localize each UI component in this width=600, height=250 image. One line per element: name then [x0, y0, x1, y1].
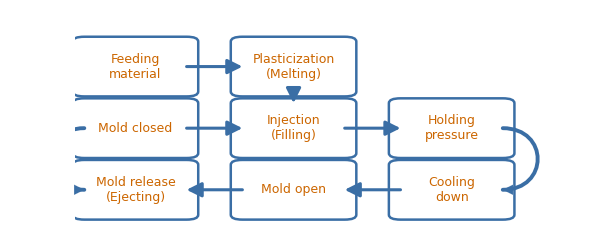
Text: Feeding
material: Feeding material — [109, 52, 161, 80]
FancyBboxPatch shape — [389, 98, 514, 158]
FancyBboxPatch shape — [73, 98, 198, 158]
Text: Mold open: Mold open — [261, 183, 326, 196]
Text: Cooling
down: Cooling down — [428, 176, 475, 204]
FancyBboxPatch shape — [231, 160, 356, 220]
FancyBboxPatch shape — [73, 160, 198, 220]
Text: Holding
pressure: Holding pressure — [425, 114, 479, 142]
FancyBboxPatch shape — [231, 37, 356, 96]
FancyBboxPatch shape — [389, 160, 514, 220]
FancyBboxPatch shape — [231, 98, 356, 158]
Text: Plasticization
(Melting): Plasticization (Melting) — [253, 52, 335, 80]
FancyBboxPatch shape — [73, 37, 198, 96]
Text: Injection
(Filling): Injection (Filling) — [267, 114, 320, 142]
Text: Mold release
(Ejecting): Mold release (Ejecting) — [95, 176, 175, 204]
Text: Mold closed: Mold closed — [98, 122, 173, 135]
